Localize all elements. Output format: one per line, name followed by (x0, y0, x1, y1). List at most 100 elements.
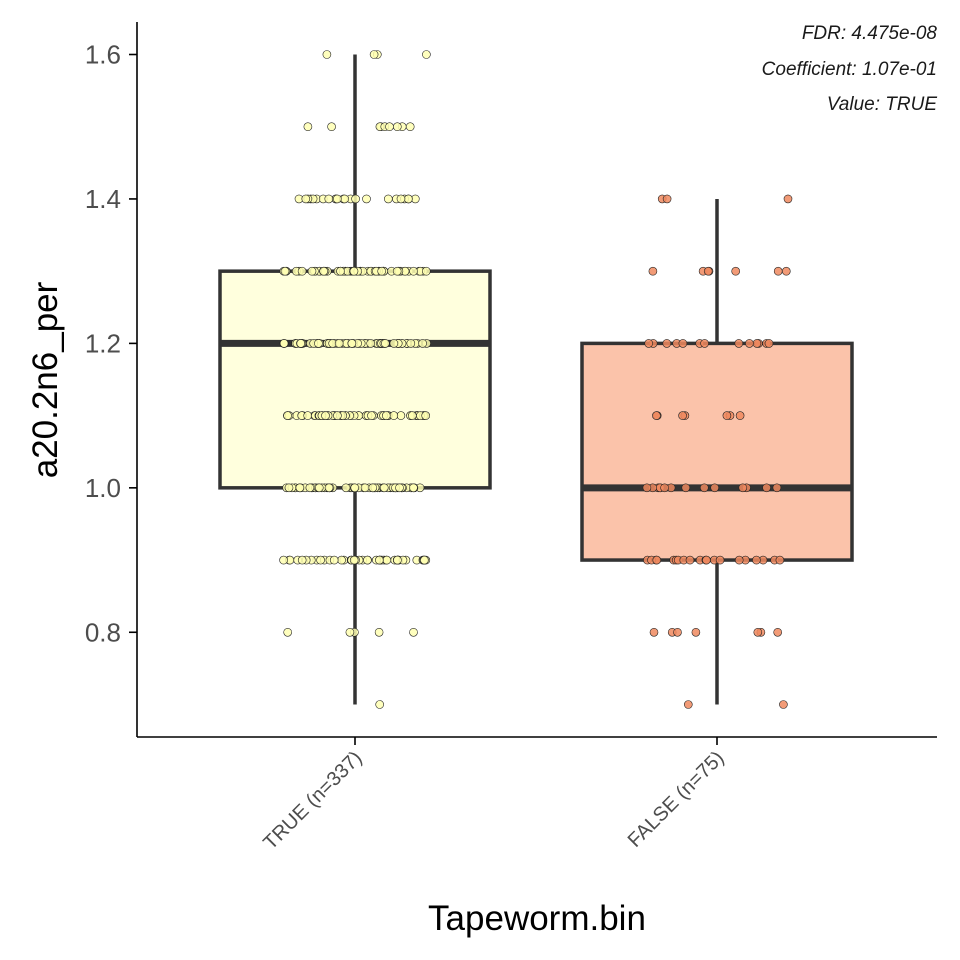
data-point (683, 700, 693, 709)
data-point (421, 411, 431, 420)
data-point (422, 50, 431, 59)
x-tick-label: FALSE (n=75) (624, 747, 729, 852)
y-tick-label: 1.2 (85, 328, 121, 358)
data-point (319, 266, 329, 276)
y-ticks: 0.8 1.0 1.2 1.4 1.6 (85, 40, 137, 647)
data-point (349, 555, 359, 565)
data-point (360, 483, 370, 493)
data-point (303, 411, 313, 420)
data-point (418, 339, 427, 348)
data-point (316, 555, 325, 565)
data-point (752, 555, 761, 565)
data-point (329, 555, 339, 565)
data-point (783, 194, 793, 204)
y-tick-label: 0.8 (85, 617, 121, 647)
data-point (375, 700, 385, 709)
data-point (301, 194, 311, 204)
data-point (375, 555, 384, 565)
data-point (772, 483, 782, 493)
data-point (324, 194, 334, 204)
data-point (333, 411, 342, 420)
data-point (735, 411, 745, 420)
data-point (662, 194, 672, 204)
data-point (710, 483, 720, 493)
data-point (644, 339, 654, 348)
annotation-value: Value: TRUE (827, 94, 937, 115)
y-tick-label: 1.6 (85, 40, 121, 70)
data-point (700, 339, 709, 348)
data-point (722, 411, 732, 420)
data-point (762, 483, 771, 493)
data-point (406, 339, 416, 348)
data-point (409, 627, 418, 637)
y-tick-label: 1.4 (85, 184, 121, 214)
data-point (392, 266, 402, 276)
data-point (673, 627, 682, 637)
data-point (681, 483, 691, 493)
data-point (395, 483, 404, 493)
data-point (340, 194, 350, 204)
y-axis-title: a20.2n6_per (26, 281, 65, 478)
data-point (389, 339, 399, 348)
data-point (279, 555, 288, 565)
data-point (385, 122, 394, 131)
data-point (366, 339, 376, 348)
data-point (332, 194, 342, 204)
data-point (678, 411, 687, 420)
data-point (715, 555, 725, 565)
data-point (731, 266, 741, 276)
data-point (314, 339, 323, 348)
data-point (738, 483, 748, 493)
data-point (368, 483, 378, 493)
data-point (685, 555, 695, 565)
data-point (280, 266, 290, 276)
data-point (297, 555, 307, 565)
data-point (662, 339, 672, 348)
x-tick-label: TRUE (n=337) (259, 747, 366, 854)
data-point (379, 483, 389, 493)
box-true (218, 269, 492, 490)
data-point (691, 627, 701, 637)
data-point (781, 266, 791, 276)
data-point (303, 122, 313, 131)
x-axis-title: Tapeworm.bin (428, 899, 646, 938)
y-tick-label: 1.0 (85, 473, 121, 503)
data-point (421, 266, 431, 276)
data-point (377, 266, 387, 276)
data-point (374, 627, 384, 637)
data-point (362, 194, 371, 204)
data-point (284, 483, 294, 493)
x-ticks: TRUE (n=337) FALSE (n=75) (259, 737, 729, 854)
data-point (734, 555, 744, 565)
data-point (296, 339, 306, 348)
data-point (381, 411, 391, 420)
data-point (279, 339, 289, 348)
data-point (752, 339, 762, 348)
data-point (369, 50, 379, 59)
data-point (324, 483, 334, 493)
data-point (652, 555, 662, 565)
box-false (580, 341, 854, 562)
data-point (660, 483, 669, 493)
data-point (699, 483, 709, 493)
data-point (314, 483, 324, 493)
data-point (678, 339, 688, 348)
data-point (392, 122, 402, 131)
data-point (367, 411, 376, 420)
data-point (380, 339, 390, 348)
annotation-coefficient: Coefficient: 1.07e-01 (762, 59, 937, 80)
data-point (383, 194, 393, 204)
data-point (702, 555, 711, 565)
data-point (347, 339, 357, 348)
data-point (307, 266, 317, 276)
data-point (407, 411, 417, 420)
data-point (295, 483, 305, 493)
data-point (649, 627, 659, 637)
data-point (703, 266, 713, 276)
data-point (297, 266, 307, 276)
boxes-layer (218, 54, 854, 705)
data-point (753, 627, 763, 637)
data-point (349, 266, 359, 276)
data-point (775, 555, 785, 565)
data-point (350, 483, 360, 493)
